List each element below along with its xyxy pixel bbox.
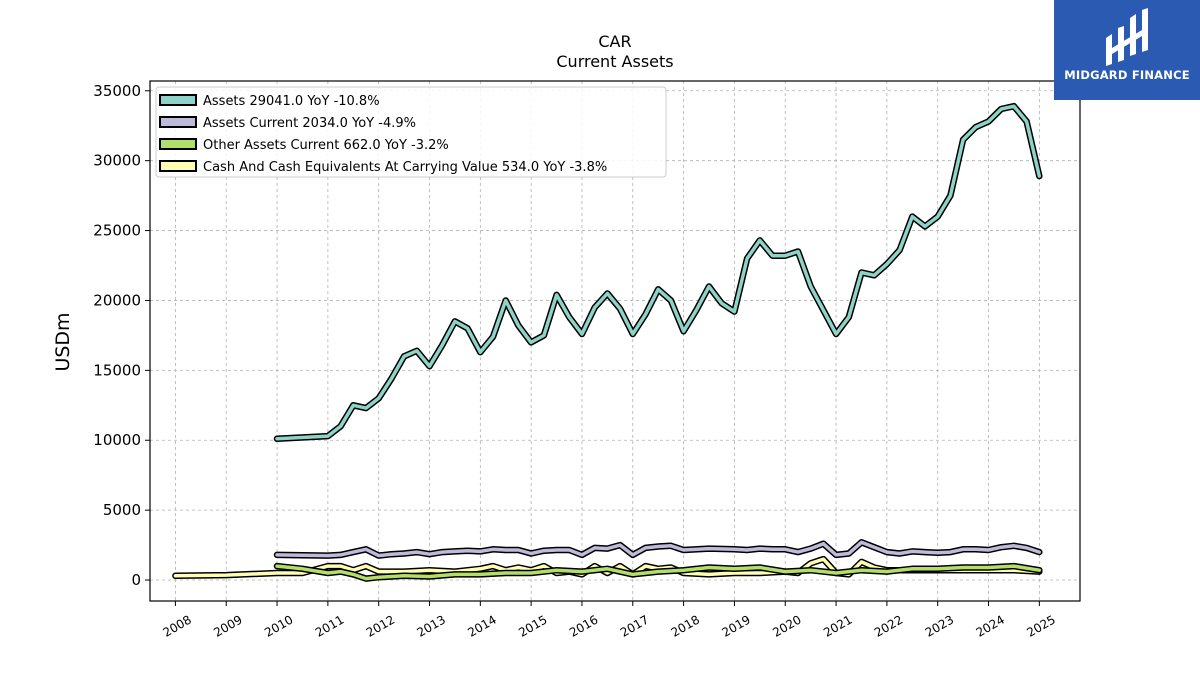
x-tick-label: 2016 xyxy=(567,612,600,639)
chart-subtitle: Current Assets xyxy=(556,52,673,71)
x-tick-label: 2025 xyxy=(1024,612,1057,639)
x-tick-label: 2019 xyxy=(719,612,752,639)
legend-swatch xyxy=(159,94,197,106)
series-line xyxy=(275,104,1042,441)
brand-mark-icon xyxy=(1106,8,1148,66)
legend-label: Other Assets Current 662.0 YoY -3.2% xyxy=(203,138,449,153)
y-axis-label: USDm xyxy=(52,312,74,371)
y-tick-label: 20000 xyxy=(93,291,141,309)
series-lines xyxy=(172,102,1043,582)
y-tick-label: 15000 xyxy=(93,361,141,379)
x-tick-label: 2009 xyxy=(211,612,244,639)
series-line xyxy=(173,557,1042,578)
legend-swatch xyxy=(159,160,197,172)
x-axis-ticks: 2008 2009 2010 2011 2012 2013 2014 2015 2016 2017… xyxy=(160,601,1058,640)
y-tick-label: 25000 xyxy=(93,222,141,240)
legend-label: Assets Current 2034.0 YoY -4.9% xyxy=(203,116,416,131)
x-tick-label: 2010 xyxy=(262,612,295,639)
legend-label: Assets 29041.0 YoY -10.8% xyxy=(203,94,380,109)
x-tick-label: 2011 xyxy=(313,612,346,639)
legend-swatch xyxy=(159,116,197,128)
series-line xyxy=(275,540,1042,558)
y-tick-label: 35000 xyxy=(93,82,141,100)
chart-title: CAR xyxy=(598,32,631,51)
legend-frame xyxy=(155,86,667,178)
brand-logo: MIDGARD FINANCE xyxy=(1054,0,1200,100)
y-tick-label: 30000 xyxy=(93,152,141,170)
x-tick-label: 2012 xyxy=(364,612,397,639)
legend-label: Cash And Cash Equivalents At Carrying Va… xyxy=(203,160,607,175)
brand-name: MIDGARD FINANCE xyxy=(1064,68,1190,82)
legend: Assets 29041.0 YoY -10.8% Assets Current … xyxy=(155,86,667,178)
plot-frame xyxy=(149,80,1081,602)
x-tick-label: 2024 xyxy=(974,612,1007,639)
legend-swatch xyxy=(159,138,197,150)
series-line xyxy=(275,564,1042,581)
y-tick-label: 10000 xyxy=(93,431,141,449)
y-tick-label: 0 xyxy=(131,571,141,589)
x-tick-label: 2017 xyxy=(618,612,651,639)
x-tick-label: 2021 xyxy=(821,612,854,639)
y-axis-ticks: 0 5000 10000 15000 20000 25000 30000 35000 xyxy=(93,82,150,589)
x-tick-label: 2014 xyxy=(465,612,498,639)
x-tick-label: 2018 xyxy=(669,612,702,639)
y-tick-label: 5000 xyxy=(103,501,141,519)
x-tick-label: 2013 xyxy=(415,612,448,639)
x-tick-label: 2022 xyxy=(872,612,905,639)
x-tick-label: 2020 xyxy=(770,612,803,639)
x-tick-label: 2015 xyxy=(516,612,549,639)
x-tick-label: 2008 xyxy=(160,612,193,639)
x-tick-label: 2023 xyxy=(923,612,956,639)
